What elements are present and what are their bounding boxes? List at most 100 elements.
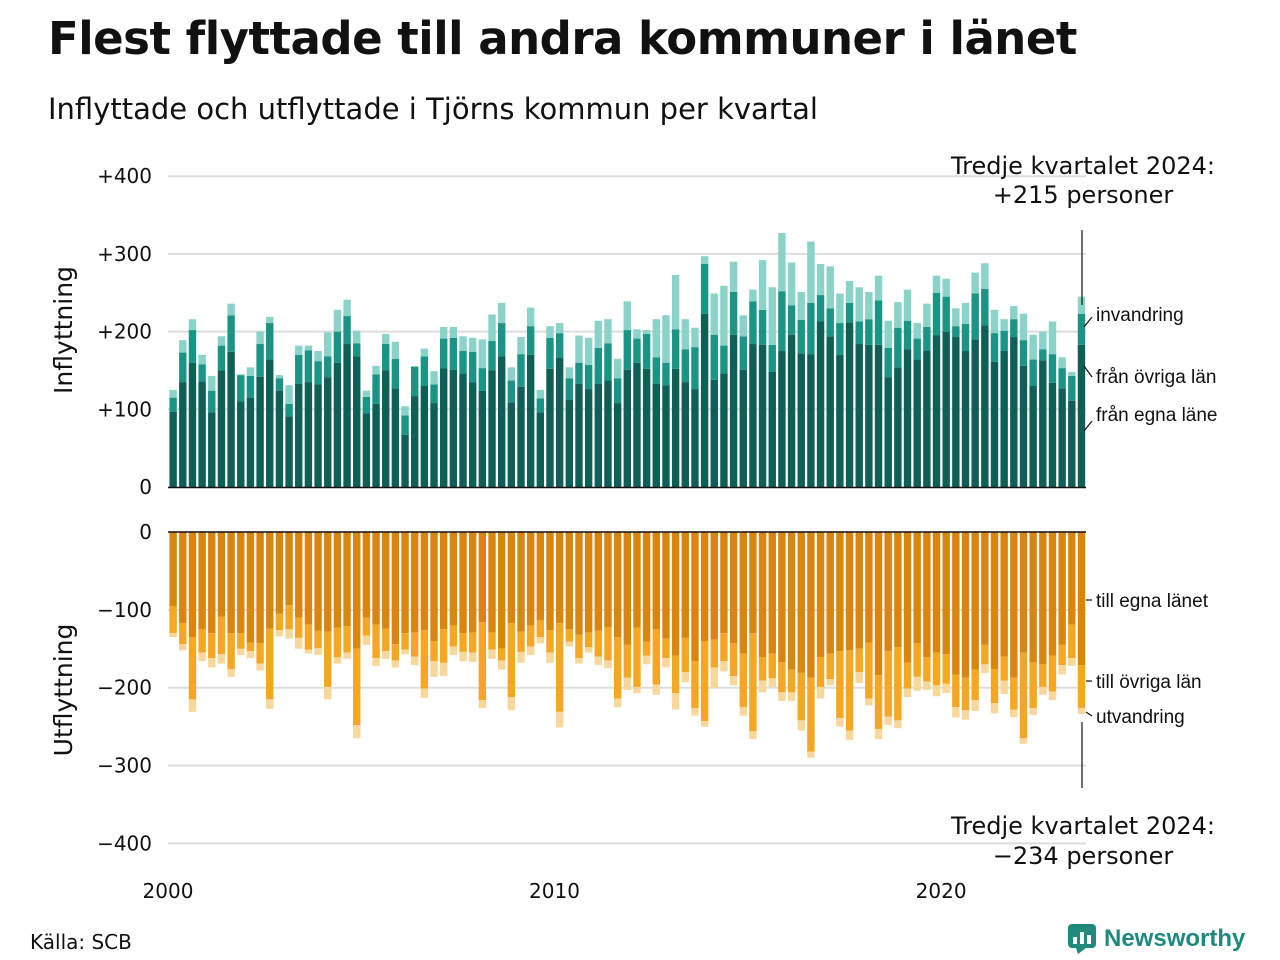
bar-in-fran-egna-lanet [382,370,390,487]
bar-out-utvandring [845,730,854,740]
bar-in-fran-ovriga-lan [662,362,670,386]
bar-out-till-egna-lanet [932,532,941,653]
bar-out-utvandring [652,684,660,695]
bar-in-fran-egna-lanet [517,386,525,487]
bar-out-utvandring [304,649,313,654]
bar-in-invandring [961,302,970,324]
bar-out-till-egna-lanet [401,532,409,634]
bar-in-fran-ovriga-lan [971,293,979,340]
bar-in-fran-ovriga-lan [295,354,303,384]
bar-out-utvandring [952,707,960,718]
bar-out-till-ovriga-lan [198,629,206,653]
bar-out-till-egna-lanet [604,532,612,627]
bar-out-utvandring [459,651,467,662]
bar-out-utvandring [353,725,361,739]
bar-in-invandring [768,287,776,345]
bar-in-invandring [952,308,960,327]
bar-in-fran-egna-lanet [807,354,815,487]
bar-in-fran-egna-lanet [894,367,902,487]
ytick-out-label: −200 [97,676,152,700]
bar-in-fran-ovriga-lan [217,345,226,371]
bar-in-fran-ovriga-lan [343,316,351,345]
bar-in-fran-ovriga-lan [758,309,767,345]
bar-in-fran-ovriga-lan [526,326,535,355]
bar-out-till-egna-lanet [1039,532,1047,665]
bar-in-invandring [430,371,438,385]
bar-out-till-egna-lanet [874,532,883,676]
bar-out-till-egna-lanet [198,532,206,630]
bar-out-utvandring [903,688,912,698]
bar-in-fran-egna-lanet [266,359,274,487]
bar-out-utvandring [1058,665,1066,675]
bar-out-utvandring [923,681,931,691]
bar-out-till-ovriga-lan [536,619,545,638]
bar-in-fran-ovriga-lan [942,296,950,332]
bar-out-till-egna-lanet [478,532,487,623]
bar-out-utvandring [623,677,631,691]
bar-in-fran-egna-lanet [797,353,805,487]
bar-out-utvandring [497,660,506,670]
bar-in-fran-egna-lanet [884,377,892,487]
bar-in-fran-ovriga-lan [372,374,380,404]
bar-out-till-ovriga-lan [787,669,796,693]
bar-in-fran-ovriga-lan [285,403,293,417]
bar-out-till-egna-lanet [739,532,747,654]
bar-in-invandring [324,332,332,357]
bar-in-fran-ovriga-lan [227,315,235,352]
bar-in-invandring [865,291,873,320]
bar-out-till-egna-lanet [710,532,718,640]
bar-out-till-ovriga-lan [681,637,689,673]
bar-in-fran-egna-lanet [845,322,854,487]
bar-out-till-egna-lanet [420,532,429,631]
bars-utflyttning [169,532,1086,758]
bar-in-fran-ovriga-lan [787,305,796,335]
leader-invandring [1083,316,1093,328]
bar-out-till-ovriga-lan [343,626,351,653]
bar-in-fran-egna-lanet [584,389,593,487]
bar-in-fran-egna-lanet [198,381,206,487]
bar-in-fran-egna-lanet [237,401,245,487]
bar-in-invandring [546,326,554,338]
bar-in-fran-egna-lanet [720,373,728,487]
bar-in-invandring [536,389,545,399]
bar-out-till-egna-lanet [778,532,786,663]
bar-out-till-ovriga-lan [594,630,603,657]
bar-in-invandring [1068,372,1076,376]
ytick-out-label: −100 [97,598,152,622]
bar-out-till-ovriga-lan [517,631,525,652]
bar-in-invandring [739,315,747,337]
bar-out-till-egna-lanet [169,532,177,606]
bar-in-fran-egna-lanet [449,369,458,487]
bar-out-till-egna-lanet [1000,532,1008,657]
bar-in-fran-egna-lanet [1068,400,1076,487]
bar-in-invandring [681,319,689,350]
bar-in-fran-egna-lanet [700,313,709,487]
bar-out-till-ovriga-lan [169,605,177,634]
bar-out-till-ovriga-lan [923,657,931,682]
bar-in-fran-egna-lanet [362,413,371,487]
bar-in-fran-ovriga-lan [1019,340,1028,366]
bar-in-fran-ovriga-lan [459,351,467,374]
bar-out-utvandring [961,710,970,720]
bar-out-utvandring [1077,707,1086,715]
bar-in-fran-ovriga-lan [749,301,757,345]
bar-in-fran-egna-lanet [952,337,960,487]
bar-in-invandring [594,320,603,348]
bar-in-fran-egna-lanet [440,368,448,487]
bar-out-utvandring [700,721,709,727]
bar-out-till-egna-lanet [555,532,564,624]
bar-out-utvandring [749,731,757,740]
bar-in-invandring [1019,313,1028,341]
bar-in-invandring [855,287,863,322]
bar-in-invandring [710,293,718,335]
bar-out-utvandring [382,651,390,659]
bar-in-invandring [227,303,235,316]
bar-out-till-ovriga-lan [555,623,564,712]
bar-in-fran-ovriga-lan [420,356,429,386]
bar-out-till-egna-lanet [391,532,400,645]
bar-in-fran-egna-lanet [923,350,931,487]
bar-out-till-ovriga-lan [246,642,255,652]
bar-in-fran-egna-lanet [739,369,747,487]
bar-out-utvandring [208,658,216,668]
bar-in-fran-egna-lanet [497,356,506,487]
